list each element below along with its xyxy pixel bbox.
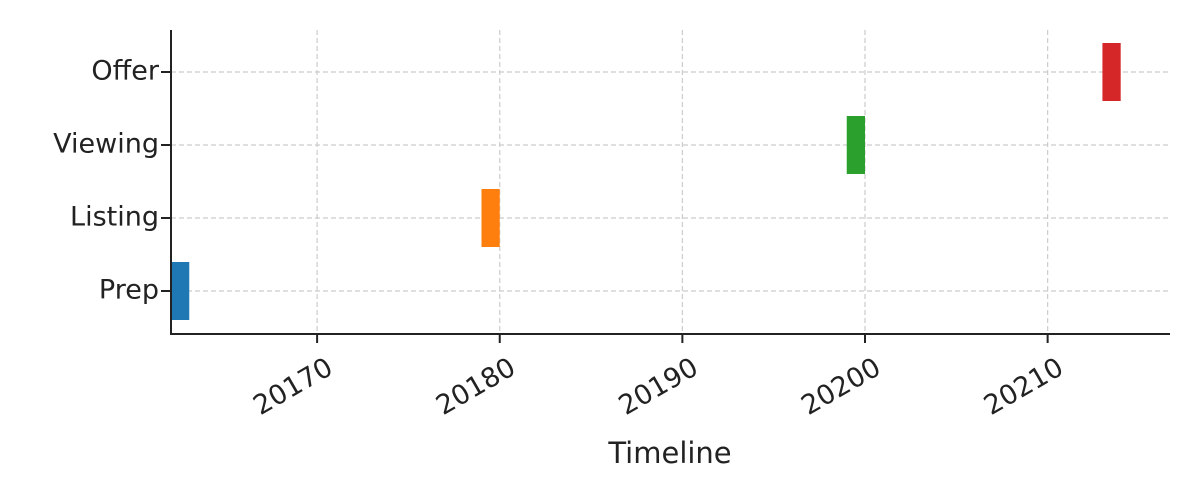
x-tick-label: 20170 [248,352,338,422]
ticks: 20170 20180 20190 20200 20210 Prep Listing View… [53,56,1069,422]
x-tick-label: 20210 [979,352,1069,422]
bar-prep [171,262,190,320]
y-tick-label: Offer [91,56,159,87]
y-tick-label: Listing [70,202,159,233]
axes [170,30,1170,335]
bars [171,43,1121,320]
bar-listing [481,189,500,247]
y-tick-label: Viewing [53,129,159,160]
bar-viewing [846,116,866,174]
x-tick-label: 20190 [614,352,704,422]
y-tick-label: Prep [99,275,159,306]
grid [171,30,1170,334]
x-tick-label: 20200 [796,352,886,422]
x-tick-label: 20180 [431,352,521,422]
x-axis-label: Timeline [607,436,731,470]
bar-offer [1102,43,1121,101]
